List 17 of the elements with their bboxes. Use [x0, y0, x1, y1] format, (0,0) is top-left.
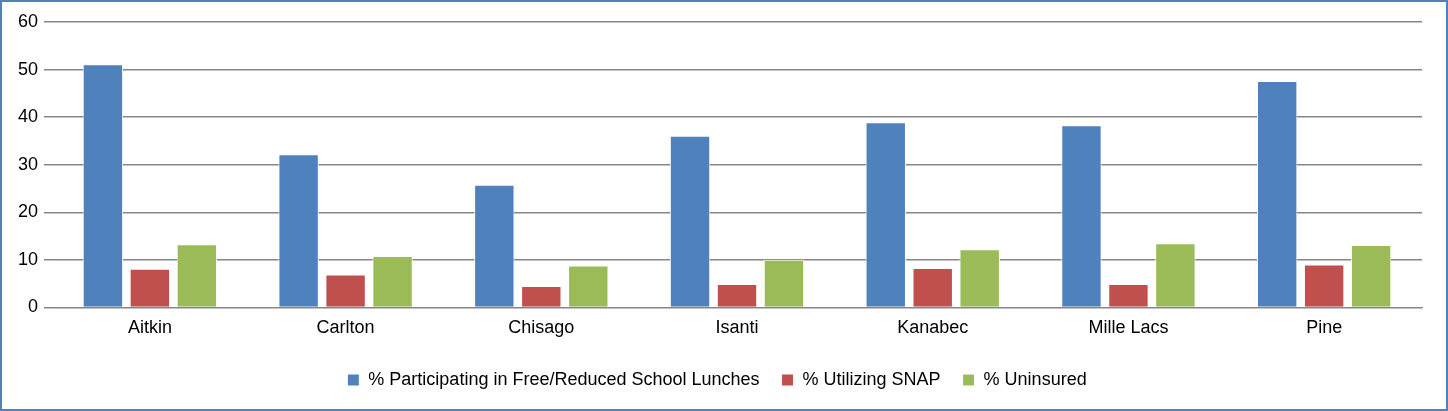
- y-tick-label: 0: [28, 296, 39, 317]
- y-tick-label: 10: [17, 248, 39, 269]
- legend-label: % Participating in Free/Reduced School Lunches: [368, 368, 760, 389]
- x-tick-label: Chisago: [508, 317, 575, 338]
- x-tick-label: Carlton: [316, 317, 375, 338]
- legend-label: % Uninsured: [983, 368, 1087, 389]
- x-tick-label: Isanti: [715, 317, 759, 338]
- x-tick-label: Pine: [1306, 317, 1343, 338]
- y-tick-label: 50: [17, 58, 39, 79]
- y-tick-label: 40: [17, 106, 39, 127]
- x-tick-label: Mille Lacs: [1088, 317, 1169, 338]
- legend-label: % Utilizing SNAP: [802, 368, 941, 389]
- y-tick-label: 20: [17, 201, 39, 222]
- x-tick-label: Aitkin: [127, 317, 172, 338]
- y-tick-label: 60: [17, 10, 39, 31]
- x-tick-label: Kanabec: [897, 317, 969, 338]
- y-tick-label: 30: [17, 153, 39, 174]
